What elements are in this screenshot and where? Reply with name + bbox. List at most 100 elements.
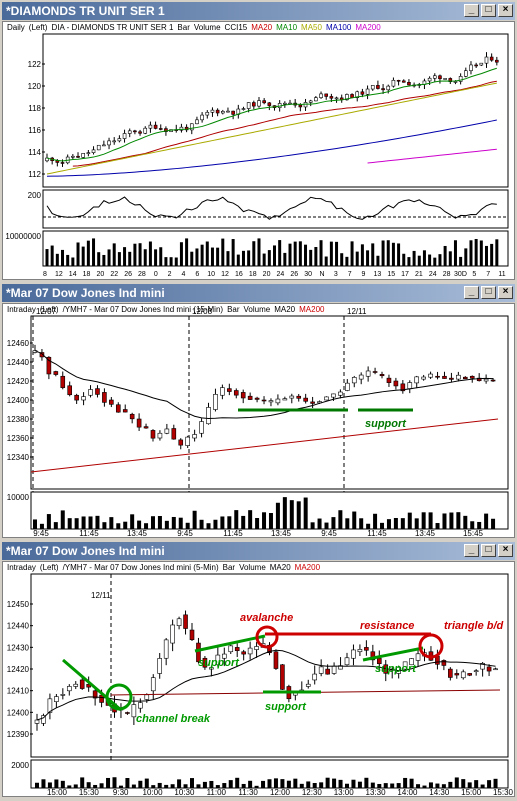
- volume-bar: [359, 518, 364, 529]
- volume-bar: [487, 780, 492, 788]
- candle: [213, 394, 218, 410]
- volume-bar: [335, 241, 339, 266]
- titlebar[interactable]: *Mar 07 Dow Jones Ind mini _ □ ×: [2, 284, 515, 302]
- x-tick-label: 15:00: [461, 788, 482, 796]
- x-tick-label: 20: [96, 271, 104, 278]
- volume-bar: [461, 779, 466, 788]
- ma10-line: [46, 67, 497, 162]
- maximize-button[interactable]: □: [481, 544, 496, 557]
- candle: [296, 395, 302, 399]
- volume-bar: [74, 518, 79, 529]
- ma20-line: [34, 350, 494, 420]
- titlebar[interactable]: *Mar 07 Dow Jones Ind mini _ □ ×: [2, 542, 515, 560]
- volume-bar: [463, 515, 468, 529]
- price-chart[interactable]: 12450 12440 12430 12420 12410 12400 12390 12/11…: [3, 562, 514, 797]
- minimize-button[interactable]: _: [464, 544, 479, 557]
- candle: [393, 380, 399, 387]
- volume-bar: [164, 520, 169, 529]
- candle: [275, 398, 281, 404]
- ma20-line: [72, 80, 497, 167]
- candle: [483, 378, 489, 382]
- candle: [329, 96, 334, 99]
- candle: [391, 79, 396, 87]
- volume-bar: [357, 781, 362, 788]
- candle: [189, 123, 194, 131]
- candle: [122, 409, 128, 413]
- x-tick-label: 24: [277, 271, 285, 278]
- candle: [215, 654, 221, 666]
- candle: [464, 70, 468, 77]
- candle: [474, 64, 478, 67]
- volume-bar: [449, 512, 454, 529]
- volume-bar: [102, 254, 106, 266]
- volume-bar: [442, 513, 447, 529]
- volume-bar: [228, 780, 233, 788]
- candle: [441, 660, 447, 666]
- candle: [60, 162, 65, 164]
- candle: [407, 82, 411, 86]
- candle: [206, 407, 211, 425]
- x-tick-label: 21: [415, 271, 423, 278]
- candle: [143, 127, 148, 134]
- candle: [490, 379, 496, 382]
- candle: [364, 647, 369, 651]
- candle: [227, 388, 232, 392]
- volume-bar: [148, 241, 152, 266]
- candle: [192, 434, 197, 439]
- minimize-button[interactable]: _: [464, 4, 479, 17]
- candle: [46, 356, 52, 375]
- candle: [215, 109, 220, 114]
- candle: [360, 91, 365, 95]
- legend-item: Bar: [177, 23, 190, 32]
- y-tick-label: 12460: [7, 339, 30, 348]
- volume-bar: [495, 239, 499, 266]
- candle: [189, 629, 195, 641]
- candle: [233, 390, 239, 396]
- support-label: support: [198, 657, 240, 669]
- chart-area[interactable]: Intraday (Left)/YMH7 - Mar 07 Dow Jones I…: [2, 303, 515, 538]
- volume-bar: [88, 516, 93, 529]
- volume-bar: [262, 253, 266, 266]
- chart-area[interactable]: Intraday (Left)/YMH7 - Mar 07 Dow Jones I…: [2, 561, 515, 797]
- volume-bar: [340, 253, 344, 266]
- maximize-button[interactable]: □: [481, 4, 496, 17]
- volume-bar: [428, 782, 433, 788]
- volume-bar: [41, 779, 46, 788]
- volume-bar: [215, 785, 220, 788]
- candle: [357, 649, 363, 653]
- candle: [53, 371, 59, 375]
- resistance-label: resistance: [360, 620, 414, 632]
- close-button[interactable]: ×: [498, 286, 513, 299]
- close-button[interactable]: ×: [498, 4, 513, 17]
- candle: [493, 668, 498, 671]
- titlebar[interactable]: *DIAMONDS TR UNIT SER 1 _ □ ×: [2, 2, 515, 20]
- volume-bar: [190, 778, 194, 788]
- minimize-button[interactable]: _: [464, 286, 479, 299]
- volume-bar: [241, 250, 245, 266]
- candle: [415, 653, 421, 661]
- volume-bar: [480, 784, 485, 788]
- y-tick-label: 120: [28, 82, 42, 91]
- date-marker: 12/07: [36, 307, 57, 316]
- x-tick-label: 12:00: [270, 788, 291, 796]
- x-tick-label: 15:30: [79, 788, 100, 796]
- volume-bar: [351, 779, 356, 788]
- maximize-button[interactable]: □: [481, 286, 496, 299]
- volume-bar: [319, 782, 324, 788]
- candle: [325, 668, 330, 675]
- candle: [241, 651, 246, 655]
- volume-bar: [248, 780, 253, 788]
- candle: [179, 126, 184, 131]
- close-button[interactable]: ×: [498, 544, 513, 557]
- price-chart[interactable]: 12460 12440 12420 12400 12380 12360 12340 12/07…: [3, 304, 514, 538]
- volume-bar: [267, 250, 271, 266]
- volume-bar: [373, 513, 378, 529]
- volume-bar: [345, 256, 349, 266]
- x-tick-label: 9:45: [33, 529, 49, 537]
- candle: [67, 385, 73, 396]
- price-panel: [30, 573, 509, 758]
- volume-bar: [138, 243, 142, 266]
